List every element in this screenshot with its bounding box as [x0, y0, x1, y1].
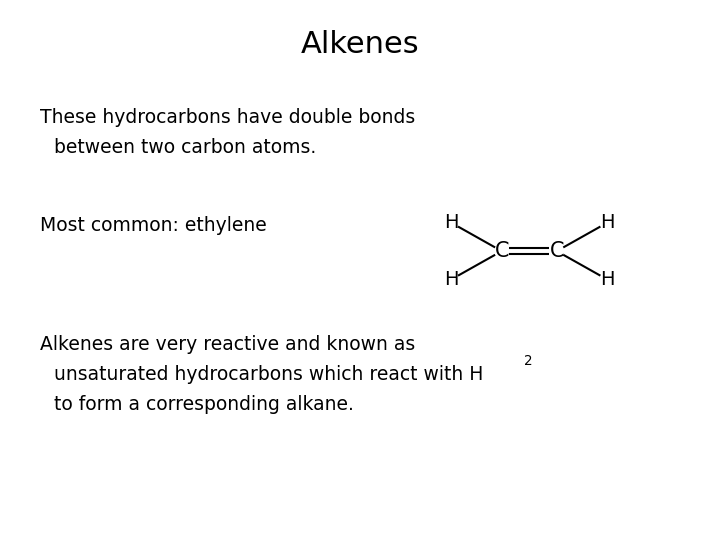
Text: H: H [444, 270, 459, 289]
Text: C: C [495, 241, 509, 261]
Text: These hydrocarbons have double bonds: These hydrocarbons have double bonds [40, 108, 415, 127]
Text: Alkenes: Alkenes [301, 30, 419, 59]
Text: unsaturated hydrocarbons which react with H: unsaturated hydrocarbons which react wit… [54, 364, 483, 383]
Text: to form a corresponding alkane.: to form a corresponding alkane. [54, 395, 354, 414]
Text: Most common: ethylene: Most common: ethylene [40, 216, 266, 235]
Text: C: C [549, 241, 564, 261]
Text: between two carbon atoms.: between two carbon atoms. [54, 138, 316, 157]
Text: 2: 2 [524, 354, 533, 368]
Text: H: H [600, 213, 614, 232]
Text: H: H [600, 270, 614, 289]
Text: Alkenes are very reactive and known as: Alkenes are very reactive and known as [40, 335, 415, 354]
Text: H: H [444, 213, 459, 232]
